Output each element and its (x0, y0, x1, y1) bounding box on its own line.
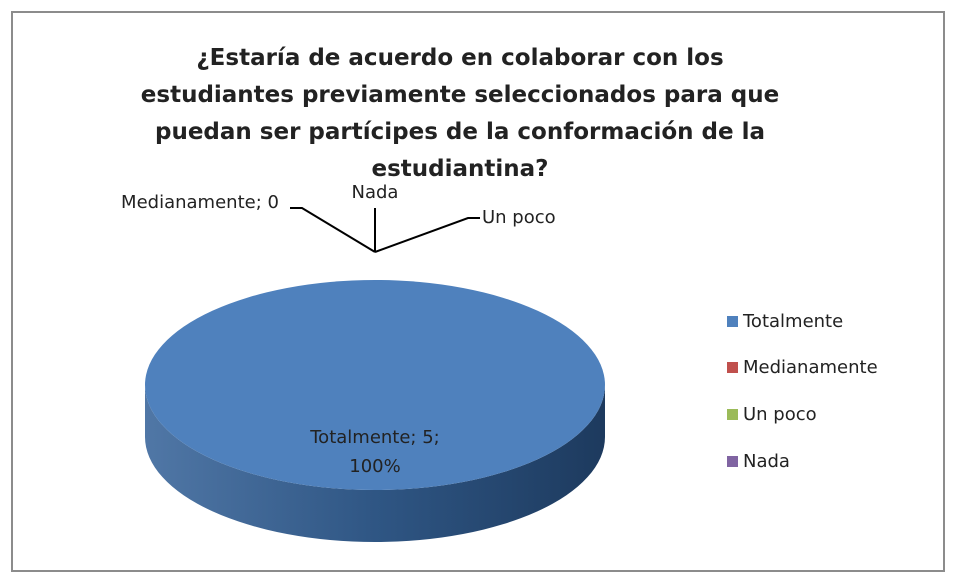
leader-line (374, 217, 480, 253)
legend-swatch (727, 362, 738, 373)
legend-swatch (727, 456, 738, 467)
pie-slice (145, 280, 605, 490)
legend-swatch (727, 316, 738, 327)
leader-line (290, 207, 376, 253)
legend-label: Totalmente (743, 311, 844, 332)
data-label: Un poco (482, 207, 556, 228)
data-label: Medianamente; 0 (121, 192, 279, 213)
legend-swatch (727, 409, 738, 420)
pie-side (145, 385, 605, 542)
legend-label: Un poco (743, 404, 817, 425)
data-label: Nada (351, 182, 399, 203)
legend-label: Medianamente (743, 357, 878, 378)
data-label: Totalmente; 5; 100% (310, 427, 440, 477)
chart-title: ¿Estaría de acuerdo en colaborar con los… (140, 45, 780, 182)
legend-label: Nada (743, 451, 790, 472)
